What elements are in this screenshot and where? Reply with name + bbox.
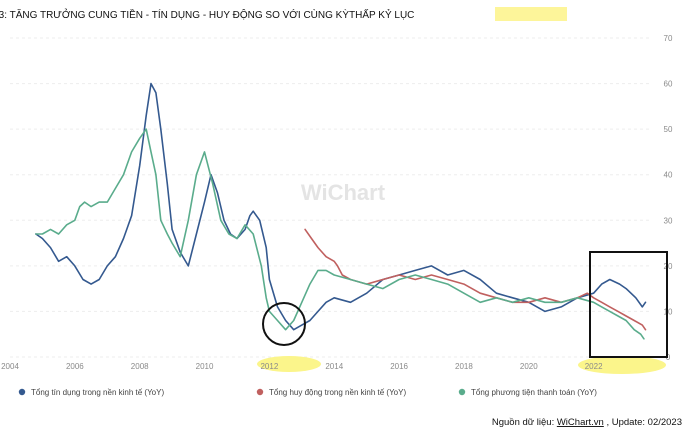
- legend: Tổng tín dụng trong nền kinh tế (YoY) Tổn…: [18, 388, 597, 397]
- legend-label: Tổng huy động trong nền kinh tế (YoY): [269, 388, 406, 397]
- annotation-circle-2012: [262, 302, 306, 346]
- source-text: Nguồn dữ liệu: WiChart.vn , Update: 02/2…: [492, 417, 682, 428]
- x-tick-label: 2016: [390, 362, 408, 371]
- series-line-2: [304, 228, 647, 331]
- annotation-box-2022: [589, 251, 668, 358]
- x-tick-label: 2006: [66, 362, 84, 371]
- x-tick-label: 2012: [260, 362, 278, 371]
- x-tick-label: 2004: [1, 362, 19, 371]
- x-tick-label: 2010: [196, 362, 214, 371]
- source-link: WiChart.vn: [557, 417, 604, 428]
- y-tick-label: 0: [666, 353, 671, 362]
- legend-marker: [18, 388, 26, 396]
- annotation-shapes: [262, 251, 668, 358]
- y-tick-label: 10: [664, 307, 673, 316]
- title-highlight: THẤP KỶ LỤC: [349, 8, 414, 21]
- y-tick-label: 40: [664, 171, 673, 180]
- y-tick-label: 50: [664, 125, 673, 134]
- y-tick-label: 20: [664, 262, 673, 271]
- x-tick-label: 2018: [455, 362, 473, 371]
- title-highlight-background: [495, 7, 567, 21]
- y-tick-label: 70: [664, 34, 673, 43]
- x-tick-label: 2020: [520, 362, 538, 371]
- y-axis: 0 10 20 30 40 50 60 70: [664, 34, 673, 362]
- legend-item: Tổng tín dụng trong nền kinh tế (YoY): [18, 388, 164, 397]
- highlight-2012: [257, 356, 321, 372]
- highlight-2022: [578, 356, 666, 374]
- x-axis: 2004 2006 2008 2010 2012 2014 2016 2018 2020 2022: [1, 362, 603, 371]
- series-lines: [35, 82, 647, 340]
- y-tick-label: 30: [664, 216, 673, 225]
- title-text: HÌNH 3: TĂNG TRƯỞNG CUNG TIỀN - TÍN DỤNG…: [0, 8, 349, 21]
- source-prefix: Nguồn dữ liệu:: [492, 417, 557, 428]
- chart-title: HÌNH 3: TĂNG TRƯỞNG CUNG TIỀN - TÍN DỤNG…: [0, 7, 567, 21]
- x-tick-label: 2014: [325, 362, 343, 371]
- annotation-highlights: [257, 356, 666, 374]
- legend-label: Tổng tín dụng trong nền kinh tế (YoY): [31, 388, 164, 397]
- watermark: WiChart: [301, 180, 386, 205]
- y-tick-label: 60: [664, 80, 673, 89]
- legend-marker: [458, 388, 466, 396]
- legend-label: Tổng phương tiện thanh toán (YoY): [471, 388, 597, 397]
- series-line-3: [35, 128, 645, 340]
- source-suffix: , Update: 02/2023: [604, 417, 682, 428]
- legend-item: Tổng huy động trong nền kinh tế (YoY): [256, 388, 406, 397]
- x-tick-label: 2022: [585, 362, 603, 371]
- x-tick-label: 2008: [131, 362, 149, 371]
- legend-item: Tổng phương tiện thanh toán (YoY): [458, 388, 597, 397]
- series-line-1: [35, 82, 647, 331]
- legend-marker: [256, 388, 264, 396]
